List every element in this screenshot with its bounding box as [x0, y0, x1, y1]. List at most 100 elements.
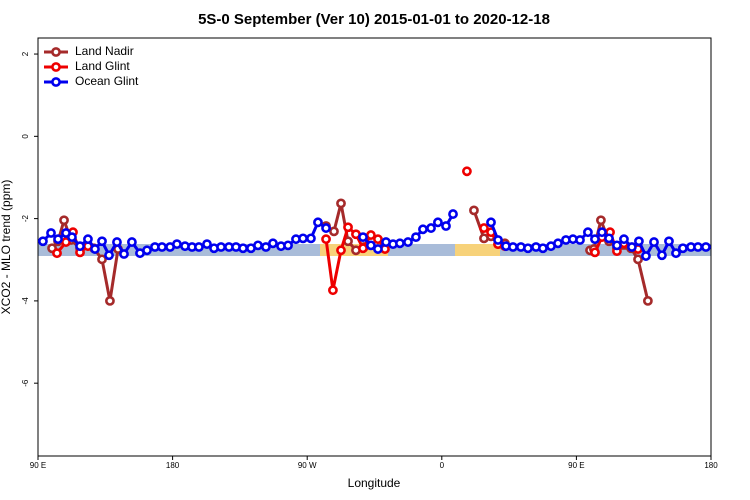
- data-point: [306, 233, 316, 244]
- data-point: [373, 234, 383, 245]
- data-point: [172, 239, 182, 250]
- data-point: [596, 215, 606, 226]
- data-point: [486, 217, 496, 228]
- data-point: [105, 295, 115, 306]
- y-tick-label: -6: [21, 379, 30, 387]
- data-point: [641, 251, 651, 261]
- data-point: [462, 166, 472, 177]
- data-point: [693, 242, 703, 252]
- data-point: [469, 205, 479, 216]
- data-point: [626, 242, 637, 252]
- data-point: [657, 250, 667, 261]
- data-point: [83, 234, 93, 245]
- data-point: [238, 243, 248, 254]
- data-point: [46, 228, 56, 238]
- data-point: [604, 233, 614, 244]
- data-point: [634, 236, 644, 247]
- data-point: [59, 215, 69, 226]
- x-tick-label: 180: [704, 461, 718, 470]
- data-point: [336, 198, 346, 209]
- data-point: [701, 242, 711, 252]
- data-point: [597, 227, 607, 238]
- data-point: [373, 244, 383, 254]
- data-point: [53, 234, 63, 245]
- data-point: [104, 250, 114, 261]
- x-tick-label: 180: [166, 461, 180, 470]
- data-point: [216, 242, 226, 252]
- data-point: [523, 243, 533, 254]
- data-point: [202, 239, 212, 250]
- data-point: [97, 236, 107, 247]
- data-point: [329, 226, 339, 237]
- data-point: [448, 209, 458, 219]
- data-point: [642, 295, 653, 306]
- data-point: [298, 233, 308, 244]
- y-axis-label: XCO2 - MLO trend (ppm): [0, 180, 13, 315]
- data-point: [671, 248, 681, 259]
- data-point: [433, 217, 443, 228]
- data-point: [479, 223, 489, 233]
- data-point: [90, 244, 100, 254]
- data-point: [283, 240, 293, 251]
- data-point: [395, 238, 405, 249]
- data-point: [664, 236, 674, 247]
- data-point: [590, 234, 600, 245]
- x-tick-label: 90 W: [298, 461, 317, 470]
- data-point: [112, 237, 122, 247]
- data-point: [403, 237, 413, 247]
- data-point: [268, 238, 278, 249]
- data-point: [328, 285, 338, 296]
- x-axis-label: Longitude: [348, 476, 401, 490]
- x-tick-label: 90 E: [30, 461, 46, 470]
- data-point: [677, 243, 688, 254]
- data-point: [366, 240, 376, 251]
- data-point: [61, 237, 71, 247]
- data-point: [508, 242, 518, 252]
- data-point: [52, 248, 62, 259]
- data-point: [441, 221, 451, 231]
- land-band: [455, 244, 500, 256]
- data-point: [612, 240, 622, 251]
- data-point: [493, 235, 503, 245]
- data-point: [67, 232, 77, 243]
- data-point: [358, 232, 368, 243]
- data-point: [157, 242, 167, 252]
- data-point: [553, 238, 563, 249]
- legend-marker: [51, 47, 61, 57]
- data-point: [343, 222, 353, 233]
- data-point: [537, 243, 548, 254]
- legend-label: Land Glint: [75, 59, 130, 73]
- data-point: [38, 236, 48, 247]
- y-tick-label: 2: [21, 51, 30, 56]
- data-point: [649, 237, 659, 247]
- data-point: [321, 223, 331, 233]
- data-point: [590, 247, 600, 258]
- legend-marker: [51, 62, 61, 72]
- y-tick-label: -4: [21, 297, 30, 305]
- x-tick-label: 0: [440, 461, 445, 470]
- x-tick-label: 90 E: [568, 461, 584, 470]
- plot-area: [38, 166, 711, 306]
- data-point: [119, 249, 129, 259]
- data-point: [253, 240, 263, 251]
- y-tick-label: 0: [21, 134, 30, 139]
- legend-label: Ocean Glint: [75, 74, 139, 88]
- data-point: [411, 232, 421, 243]
- data-point: [336, 245, 346, 256]
- data-point: [426, 223, 436, 233]
- data-point: [575, 235, 585, 245]
- data-point: [261, 242, 271, 252]
- data-point: [321, 234, 331, 245]
- data-point: [619, 234, 629, 245]
- data-point: [97, 254, 107, 265]
- y-tick-label: -2: [21, 215, 30, 223]
- data-point: [127, 237, 137, 247]
- data-point: [583, 227, 593, 238]
- plot-frame: [37, 37, 712, 457]
- data-point: [418, 224, 428, 235]
- data-point: [142, 245, 152, 256]
- data-point: [358, 243, 368, 254]
- legend-label: Land Nadir: [75, 44, 134, 58]
